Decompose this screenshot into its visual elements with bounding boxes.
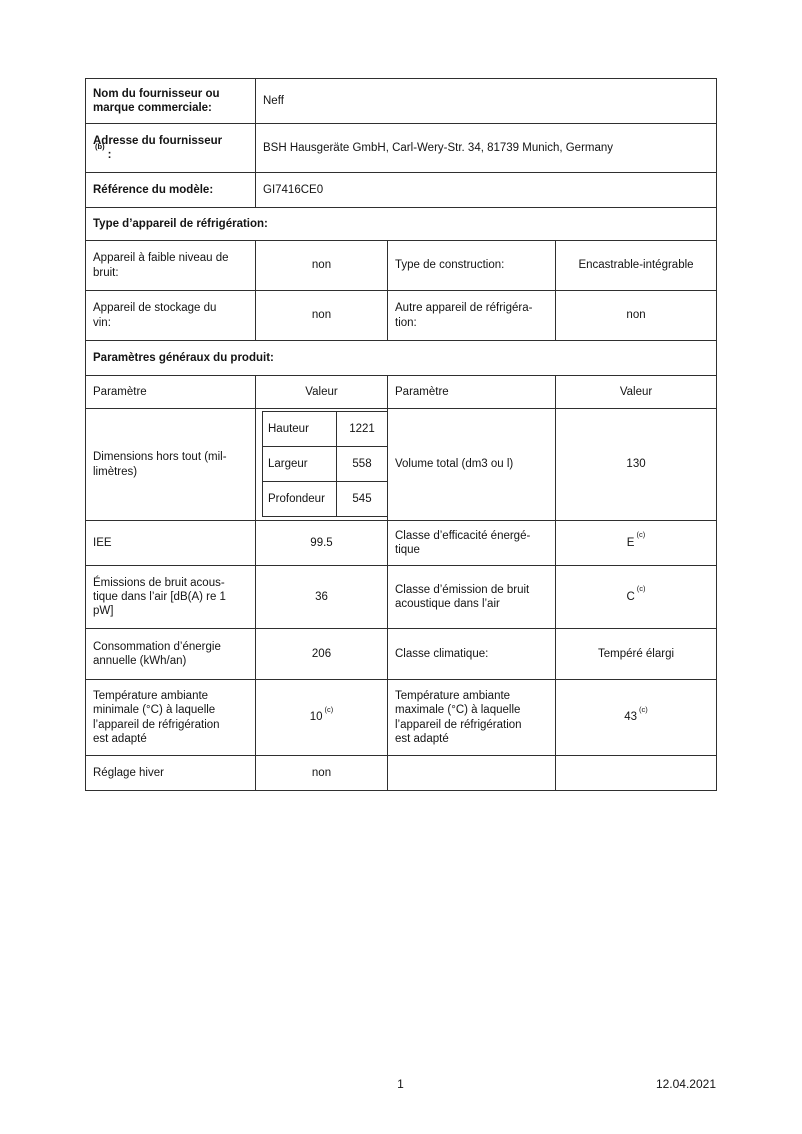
total-volume-label: Volume total (dm3 ou l)	[387, 408, 556, 521]
dimension-width-value: 558	[336, 446, 387, 482]
total-volume-value: 130	[554, 408, 718, 521]
page-number: 1	[397, 1077, 404, 1091]
construction-type-label: Type de construction:	[387, 240, 556, 291]
annual-energy-consumption-value: 206	[255, 628, 388, 680]
supplier-address-label-text: Adresse du fournisseur	[93, 134, 223, 147]
table-row: Consommation d’énergie annuelle (kWh/an)…	[85, 628, 718, 680]
other-refrigeration-appliance-value: non	[554, 290, 718, 341]
climate-class-value: Tempéré élargi	[554, 628, 718, 680]
col-header-parameter-2: Paramètre	[387, 375, 556, 409]
min-ambient-temperature-number: 10	[309, 711, 323, 724]
low-noise-appliance-value: non	[255, 240, 388, 291]
winter-setting-label: Réglage hiver	[85, 755, 256, 791]
low-noise-appliance-label: Appareil à faible niveau de bruit:	[85, 240, 256, 291]
max-ambient-temperature-value: 43(c)	[554, 679, 718, 756]
max-ambient-temperature-label: Température ambiante maximale (°C) à laq…	[387, 679, 556, 756]
footnote-marker-c: (c)	[639, 704, 648, 714]
min-ambient-temperature-value: 10(c)	[255, 679, 388, 756]
noise-emission-class-letter: C	[626, 590, 635, 603]
construction-type-value: Encastrable-intégrable	[554, 240, 718, 291]
table-row: Hauteur 1221	[262, 411, 387, 447]
table-row: Référence du modèle: GI7416CE0	[85, 172, 718, 208]
noise-emission-class-label: Classe d’émission de bruit acoustique da…	[387, 565, 556, 629]
climate-class-label: Classe climatique:	[387, 628, 556, 680]
dimension-height-value: 1221	[336, 411, 387, 447]
annual-energy-consumption-label: Consommation d’énergie annuelle (kWh/an)	[85, 628, 256, 680]
column-header-row: Paramètre Valeur Paramètre Valeur	[85, 375, 718, 409]
footnote-marker-c: (c)	[636, 584, 646, 594]
product-datasheet-table: Nom du fournisseur ou marque commerciale…	[84, 78, 718, 791]
energy-efficiency-class-letter: E	[626, 536, 635, 549]
page-footer: 1 12.04.2021	[85, 1077, 716, 1093]
eei-value: 99.5	[255, 520, 388, 566]
energy-efficiency-class-value: E(c)	[554, 520, 718, 566]
min-ambient-temperature-label: Température ambiante minimale (°C) à laq…	[85, 679, 256, 756]
noise-emission-class-value: C(c)	[554, 565, 718, 629]
dimension-width-label: Largeur	[262, 446, 337, 482]
empty-cell	[554, 755, 718, 791]
overall-dimensions-label: Dimensions hors tout (mil- limètres)	[85, 408, 256, 521]
table-row: Appareil de stockage du vin: non Autre a…	[85, 290, 718, 341]
col-header-value-2: Valeur	[554, 375, 718, 409]
footnote-marker-b: (b)	[95, 142, 105, 152]
wine-storage-value: non	[255, 290, 388, 341]
overall-dimensions-subtable-cell: Hauteur 1221 Largeur 558 Profondeur 545	[255, 408, 388, 521]
other-refrigeration-appliance-label: Autre appareil de réfrigéra- tion:	[387, 290, 556, 341]
table-row: Dimensions hors tout (mil- limètres) Hau…	[85, 408, 718, 521]
dimension-depth-value: 545	[336, 481, 387, 517]
table-row: Profondeur 545	[262, 481, 387, 517]
empty-cell	[387, 755, 556, 791]
supplier-address-value: BSH Hausgeräte GmbH, Carl-Wery-Str. 34, …	[254, 123, 718, 173]
dimensions-subtable: Hauteur 1221 Largeur 558 Profondeur 545	[262, 411, 387, 517]
dimension-depth-label: Profondeur	[262, 481, 337, 517]
supplier-name-value: Neff	[254, 78, 718, 124]
eei-label: IEE	[85, 520, 256, 566]
airborne-noise-emission-value: 36	[255, 565, 388, 629]
table-row: IEE 99.5 Classe d’efficacité énergé- tiq…	[85, 520, 718, 566]
table-row: Température ambiante minimale (°C) à laq…	[85, 679, 718, 756]
table-row: Largeur 558	[262, 446, 387, 482]
max-ambient-temperature-number: 43	[624, 711, 638, 724]
wine-storage-label: Appareil de stockage du vin:	[85, 290, 256, 341]
footnote-marker-c: (c)	[324, 704, 334, 714]
section-header-row: Paramètres généraux du produit:	[84, 340, 718, 376]
table-row: Réglage hiver non	[85, 755, 718, 791]
col-header-parameter-1: Paramètre	[85, 375, 256, 409]
main-table: Nom du fournisseur ou marque commerciale…	[84, 78, 718, 791]
winter-setting-value: non	[255, 755, 388, 791]
dimension-height-label: Hauteur	[262, 411, 337, 447]
table-row: Émissions de bruit acous- tique dans l’a…	[85, 565, 718, 629]
supplier-address-colon: :	[107, 149, 112, 161]
table-row: Nom du fournisseur ou marque commerciale…	[85, 78, 718, 124]
section-header-row: Type d’appareil de réfrigération:	[84, 207, 718, 241]
supplier-address-label: Adresse du fournisseur (b):	[85, 123, 256, 173]
col-header-value-1: Valeur	[255, 375, 388, 409]
table-row: Adresse du fournisseur (b): BSH Hausgerä…	[85, 123, 718, 173]
section-title-general-parameters: Paramètres généraux du produit:	[84, 340, 718, 376]
airborne-noise-emission-label: Émissions de bruit acous- tique dans l’a…	[85, 565, 256, 629]
model-reference-label: Référence du modèle:	[85, 172, 256, 208]
supplier-name-label: Nom du fournisseur ou marque commerciale…	[85, 78, 256, 124]
energy-efficiency-class-label: Classe d’efficacité énergé- tique	[387, 520, 556, 566]
section-title-refrigeration-type: Type d’appareil de réfrigération:	[84, 207, 718, 241]
model-reference-value: GI7416CE0	[254, 172, 718, 208]
document-date: 12.04.2021	[655, 1077, 716, 1091]
table-row: Appareil à faible niveau de bruit: non T…	[85, 240, 718, 291]
footnote-marker-c: (c)	[636, 530, 646, 540]
